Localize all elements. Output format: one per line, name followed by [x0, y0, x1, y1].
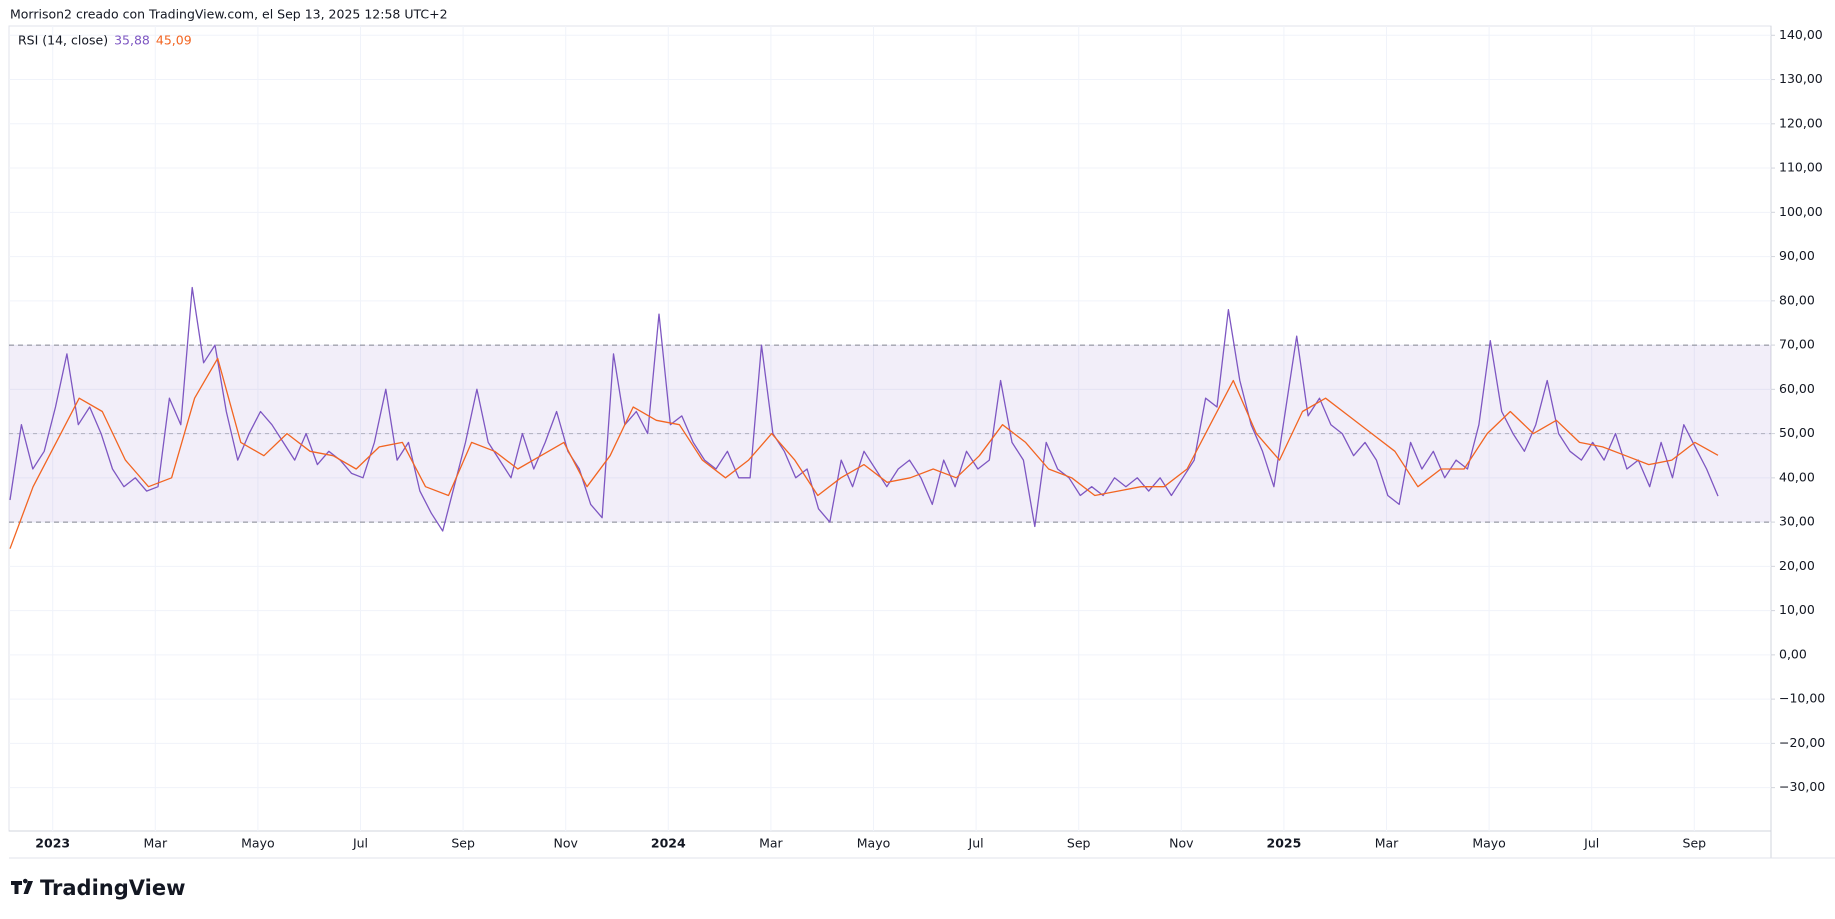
y-tick-label: 50,00: [1779, 425, 1815, 440]
x-tick-label: Mayo: [857, 836, 891, 851]
rsi-line: [9, 357, 1719, 549]
y-tick-label: 70,00: [1779, 337, 1815, 352]
rsi-line: [9, 286, 1719, 532]
y-tick-label: 0,00: [1779, 646, 1807, 661]
y-tick-label: −10,00: [1779, 691, 1825, 706]
y-tick-label: 20,00: [1779, 558, 1815, 573]
y-tick-label: −20,00: [1779, 735, 1825, 750]
y-tick-label: 40,00: [1779, 469, 1815, 484]
indicator-name: RSI (14, close): [18, 33, 108, 48]
x-tick-label: Nov: [1169, 836, 1194, 851]
header-text: Morrison2 creado con TradingView.com, el…: [10, 7, 448, 22]
x-tick-label: Jul: [1583, 836, 1599, 851]
x-tick-label: Sep: [1683, 836, 1707, 851]
x-tick-label: Nov: [553, 836, 578, 851]
y-tick-label: 130,00: [1779, 71, 1823, 86]
x-tick-label: Sep: [1067, 836, 1091, 851]
y-tick-label: 10,00: [1779, 602, 1815, 617]
x-tick-label: Jul: [968, 836, 984, 851]
y-tick-label: 30,00: [1779, 514, 1815, 529]
x-tick-label: 2024: [651, 836, 686, 851]
logo: TradingView: [11, 876, 185, 900]
legend-value: 35,88: [114, 33, 150, 48]
x-tick-label: Mar: [1375, 836, 1399, 851]
y-tick-label: 100,00: [1779, 204, 1823, 219]
x-tick-label: 2023: [35, 836, 70, 851]
x-tick-label: Mayo: [1472, 836, 1506, 851]
x-tick-label: Jul: [352, 836, 368, 851]
y-tick-label: 120,00: [1779, 115, 1823, 130]
x-tick-label: Sep: [451, 836, 475, 851]
x-tick-label: Mar: [759, 836, 783, 851]
y-tick-label: 60,00: [1779, 381, 1815, 396]
legend-value: 45,09: [156, 33, 192, 48]
y-tick-label: −30,00: [1779, 779, 1825, 794]
y-tick-label: 90,00: [1779, 248, 1815, 263]
x-tick-label: 2025: [1267, 836, 1302, 851]
x-tick-label: Mar: [144, 836, 168, 851]
logo-text: TradingView: [40, 876, 185, 900]
y-tick-label: 80,00: [1779, 292, 1815, 307]
x-tick-label: Mayo: [241, 836, 275, 851]
y-tick-label: 110,00: [1779, 160, 1823, 175]
y-tick-label: 140,00: [1779, 27, 1823, 42]
legend: RSI (14, close) 35,88 45,09: [18, 33, 192, 48]
logo-icon: [11, 878, 33, 894]
